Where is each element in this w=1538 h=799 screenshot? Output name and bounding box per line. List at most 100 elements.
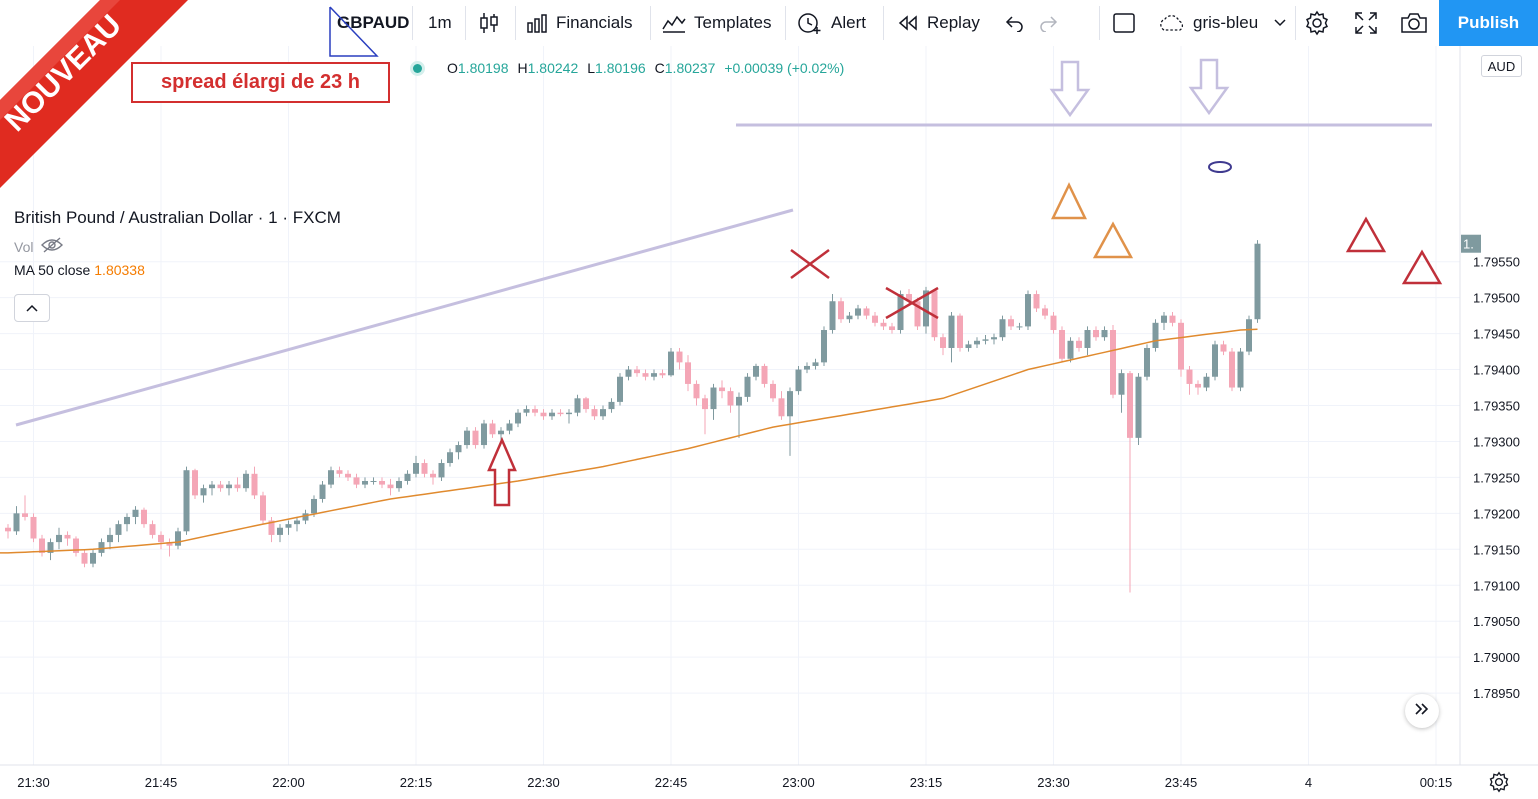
candle-body — [1016, 326, 1023, 328]
axis-settings-button[interactable] — [1488, 771, 1510, 798]
candle-body — [396, 480, 402, 489]
candle-body — [1101, 330, 1108, 338]
layout-name-button[interactable]: gris-bleu — [1157, 0, 1286, 46]
candle — [634, 365, 640, 377]
candle — [124, 513, 130, 532]
fullscreen-icon — [1354, 11, 1378, 35]
candle — [294, 516, 300, 532]
close-value: 1.80237 — [664, 60, 716, 76]
undo-button[interactable] — [1003, 0, 1025, 46]
candle-body — [940, 337, 946, 348]
candle — [583, 396, 589, 413]
collapse-legend-button[interactable] — [14, 294, 50, 322]
candle — [727, 387, 734, 413]
financials-button[interactable]: Financials — [526, 0, 633, 46]
candle — [234, 477, 241, 492]
candle — [73, 536, 79, 557]
cross-marker — [885, 286, 939, 320]
candle-body — [5, 527, 11, 532]
rising-trendline — [15, 208, 794, 427]
candle — [574, 394, 581, 417]
alert-label: Alert — [831, 13, 866, 32]
candle-body — [931, 290, 938, 338]
templates-button[interactable]: Templates — [662, 0, 771, 46]
candle — [617, 373, 623, 406]
settings-icon — [1304, 10, 1330, 36]
candle-body — [676, 351, 683, 363]
candle-body — [957, 315, 963, 348]
candle-body — [251, 473, 258, 496]
y-tick-label: 1.79150 — [1473, 542, 1520, 557]
symbol-search[interactable]: GBPAUD — [337, 13, 410, 32]
candle-body — [98, 542, 105, 553]
candle-body — [1067, 340, 1074, 359]
candle-body — [115, 524, 122, 535]
candle-body — [855, 308, 861, 316]
candle — [464, 427, 470, 449]
candle-body — [1118, 373, 1125, 395]
candle — [268, 516, 275, 543]
alert-button[interactable]: Alert — [797, 0, 866, 46]
candle-body — [1093, 330, 1099, 338]
redo-button[interactable] — [1038, 0, 1060, 46]
candle — [489, 419, 496, 438]
candle-body — [73, 538, 79, 553]
candle-body — [277, 527, 283, 535]
chart-type-button[interactable] — [478, 0, 500, 46]
candle — [1016, 322, 1023, 331]
candle — [430, 470, 436, 485]
x-tick-label: 22:30 — [527, 775, 560, 790]
candle — [1033, 290, 1040, 313]
candle — [1076, 337, 1082, 352]
settings-button[interactable] — [1304, 0, 1330, 46]
candle — [1144, 344, 1150, 381]
candle-body — [13, 513, 20, 532]
candle-body — [370, 480, 377, 482]
candle — [940, 333, 946, 356]
candle — [549, 409, 555, 420]
candle-body — [506, 423, 513, 431]
x-tick-label: 23:00 — [782, 775, 815, 790]
candle-body — [158, 534, 164, 543]
candle-body — [107, 534, 113, 543]
high-label: H — [517, 60, 528, 76]
candle — [285, 520, 292, 535]
candle — [1101, 326, 1108, 341]
candle-body — [124, 516, 130, 525]
candle-body — [285, 524, 292, 528]
replay-button[interactable]: Replay — [897, 0, 980, 46]
candle-body — [880, 322, 887, 327]
currency-badge[interactable]: AUD — [1481, 55, 1522, 77]
candle-body — [1195, 383, 1201, 388]
candle — [1050, 312, 1057, 334]
candle — [1110, 324, 1116, 399]
ma-legend[interactable]: MA 50 close 1.80338 — [14, 262, 341, 278]
candle — [770, 380, 776, 402]
candle — [863, 306, 870, 320]
candle-body — [1186, 369, 1193, 384]
candle-body — [574, 398, 581, 413]
candle-body — [1246, 319, 1252, 352]
candle — [81, 549, 88, 568]
x-tick-label: 21:45 — [145, 775, 178, 790]
layout-button[interactable] — [1112, 0, 1136, 46]
x-tick-labels: 21:30 21:45 22:00 22:15 22:30 22:45 23:00 23:15… — [17, 775, 1452, 790]
candle — [515, 409, 521, 428]
candle-body — [727, 391, 734, 406]
candle — [821, 326, 827, 366]
fullscreen-button[interactable] — [1354, 0, 1378, 46]
candle-body — [821, 330, 827, 363]
candle — [744, 373, 751, 402]
candle-body — [141, 509, 147, 525]
candle-body — [795, 369, 802, 392]
ma-label: MA 50 close — [14, 262, 91, 278]
candle — [838, 297, 844, 323]
eye-off-icon[interactable] — [41, 237, 64, 256]
snapshot-button[interactable] — [1400, 0, 1428, 46]
volume-legend[interactable]: Vol — [14, 237, 341, 256]
x-tick-label: 00:15 — [1420, 775, 1453, 790]
scroll-to-realtime-button[interactable] — [1405, 694, 1439, 728]
interval-select[interactable]: 1m — [428, 13, 452, 32]
publish-button[interactable]: Publish — [1439, 0, 1538, 46]
